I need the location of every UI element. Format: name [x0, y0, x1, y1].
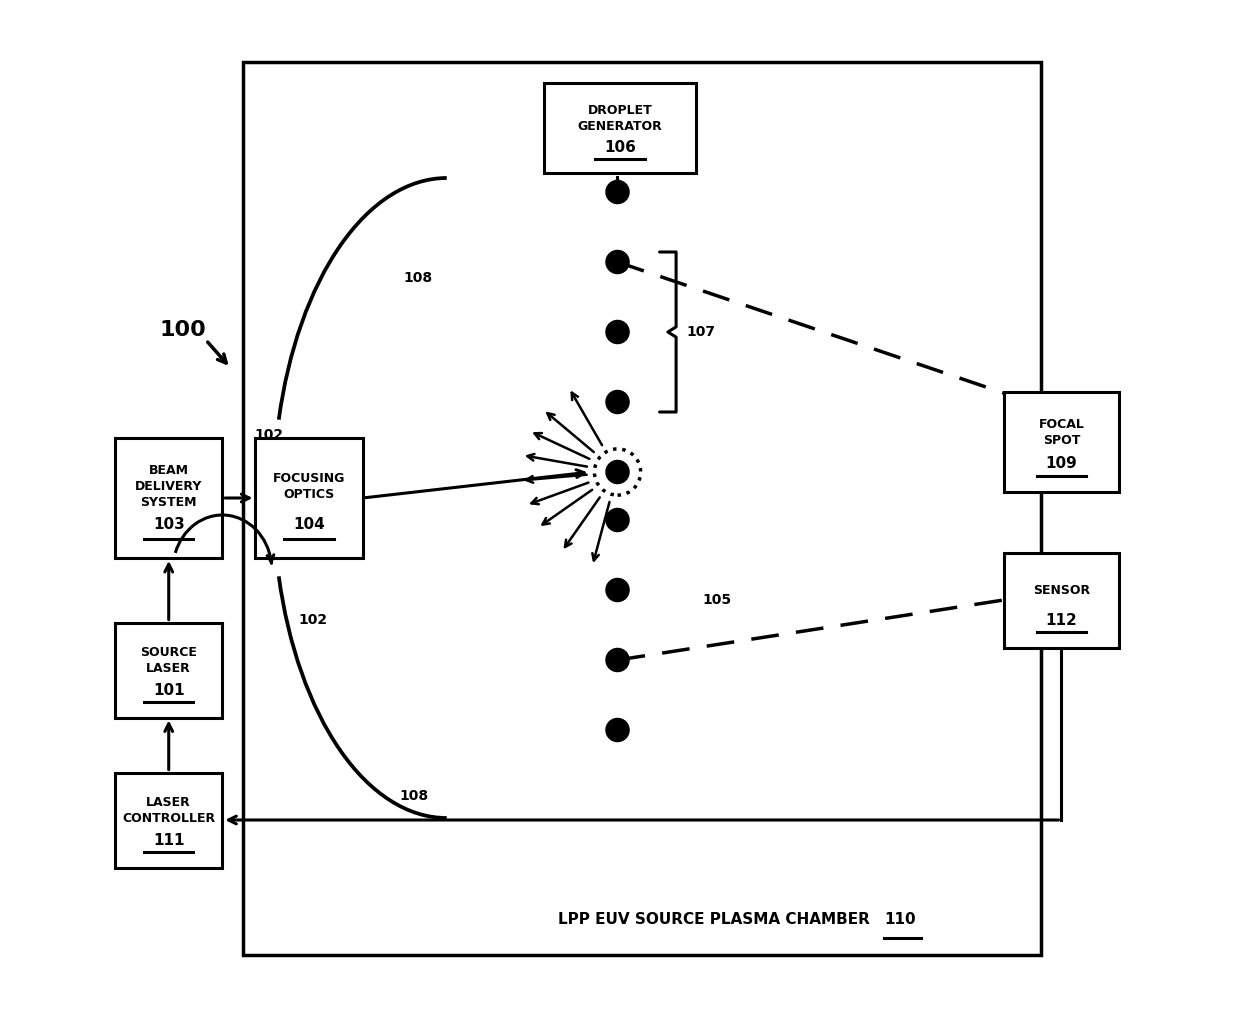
Text: DROPLET
GENERATOR: DROPLET GENERATOR: [578, 104, 662, 133]
Text: LASER
CONTROLLER: LASER CONTROLLER: [123, 796, 216, 825]
Text: 107: 107: [686, 325, 715, 339]
Text: SENSOR: SENSOR: [1033, 584, 1090, 597]
Text: 105: 105: [703, 593, 732, 607]
Circle shape: [606, 578, 629, 602]
Text: 109: 109: [1045, 456, 1078, 472]
Text: FOCUSING
OPTICS: FOCUSING OPTICS: [273, 472, 345, 500]
Text: 100: 100: [160, 320, 206, 340]
Text: LPP EUV SOURCE PLASMA CHAMBER: LPP EUV SOURCE PLASMA CHAMBER: [558, 913, 870, 928]
Circle shape: [606, 460, 629, 484]
Bar: [115, 438, 222, 558]
Text: 108: 108: [399, 789, 428, 803]
Bar: [1003, 552, 1120, 648]
Text: 102: 102: [254, 428, 284, 442]
Text: 104: 104: [293, 517, 325, 532]
Text: 101: 101: [153, 683, 185, 699]
Text: 108: 108: [403, 271, 433, 285]
Circle shape: [606, 718, 629, 742]
Circle shape: [606, 251, 629, 273]
Circle shape: [606, 508, 629, 532]
Circle shape: [606, 649, 629, 671]
Text: 103: 103: [153, 517, 185, 532]
Text: SOURCE
LASER: SOURCE LASER: [140, 646, 197, 675]
Bar: [1003, 392, 1120, 492]
Circle shape: [606, 320, 629, 344]
Bar: [115, 623, 222, 717]
Text: 111: 111: [153, 834, 185, 848]
Bar: [115, 772, 222, 868]
Bar: [543, 83, 697, 173]
Text: 112: 112: [1045, 614, 1078, 628]
Text: 106: 106: [604, 140, 636, 155]
Text: 102: 102: [299, 613, 327, 627]
Text: 110: 110: [884, 913, 915, 928]
Bar: [243, 62, 1040, 955]
Text: FOCAL
SPOT: FOCAL SPOT: [1038, 417, 1084, 446]
Circle shape: [606, 391, 629, 413]
Circle shape: [606, 180, 629, 204]
Text: BEAM
DELIVERY
SYSTEM: BEAM DELIVERY SYSTEM: [135, 463, 202, 508]
Bar: [255, 438, 362, 558]
